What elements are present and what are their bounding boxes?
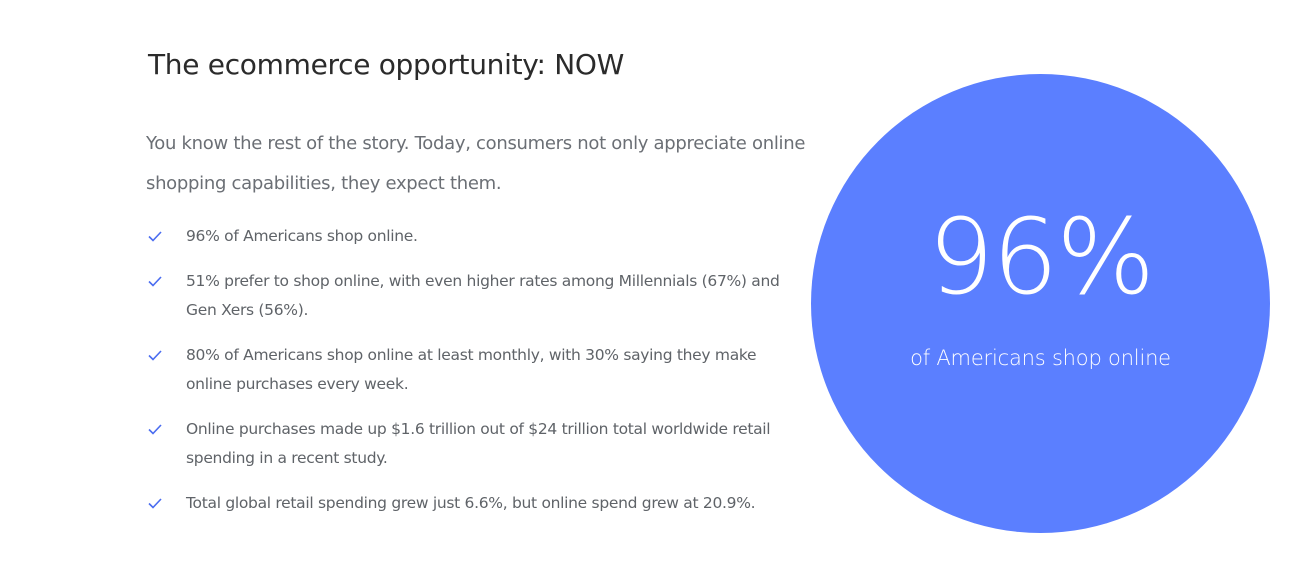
section-title: The ecommerce opportunity: NOW — [148, 48, 625, 81]
bullet-item: 51% prefer to shop online, with even hig… — [148, 267, 788, 325]
bullet-text: 80% of Americans shop online at least mo… — [186, 346, 757, 393]
stat-circle: 96% of Americans shop online — [811, 74, 1270, 533]
check-icon — [148, 276, 162, 287]
check-icon — [148, 424, 162, 435]
bullet-item: 80% of Americans shop online at least mo… — [148, 341, 788, 399]
stat-value: 96% — [927, 196, 1155, 318]
bullet-text: 96% of Americans shop online. — [186, 227, 418, 245]
bullet-list: 96% of Americans shop online. 51% prefer … — [148, 222, 788, 534]
bullet-item: Total global retail spending grew just 6… — [148, 489, 788, 518]
check-icon — [148, 498, 162, 509]
check-icon — [148, 350, 162, 361]
check-icon — [148, 231, 162, 242]
bullet-item: 96% of Americans shop online. — [148, 222, 788, 251]
bullet-text: Total global retail spending grew just 6… — [186, 494, 756, 512]
bullet-text: 51% prefer to shop online, with even hig… — [186, 272, 780, 319]
bullet-text: Online purchases made up $1.6 trillion o… — [186, 420, 771, 467]
intro-text: You know the rest of the story. Today, c… — [146, 133, 806, 194]
bullet-item: Online purchases made up $1.6 trillion o… — [148, 415, 788, 473]
stat-caption: of Americans shop online — [910, 346, 1171, 370]
